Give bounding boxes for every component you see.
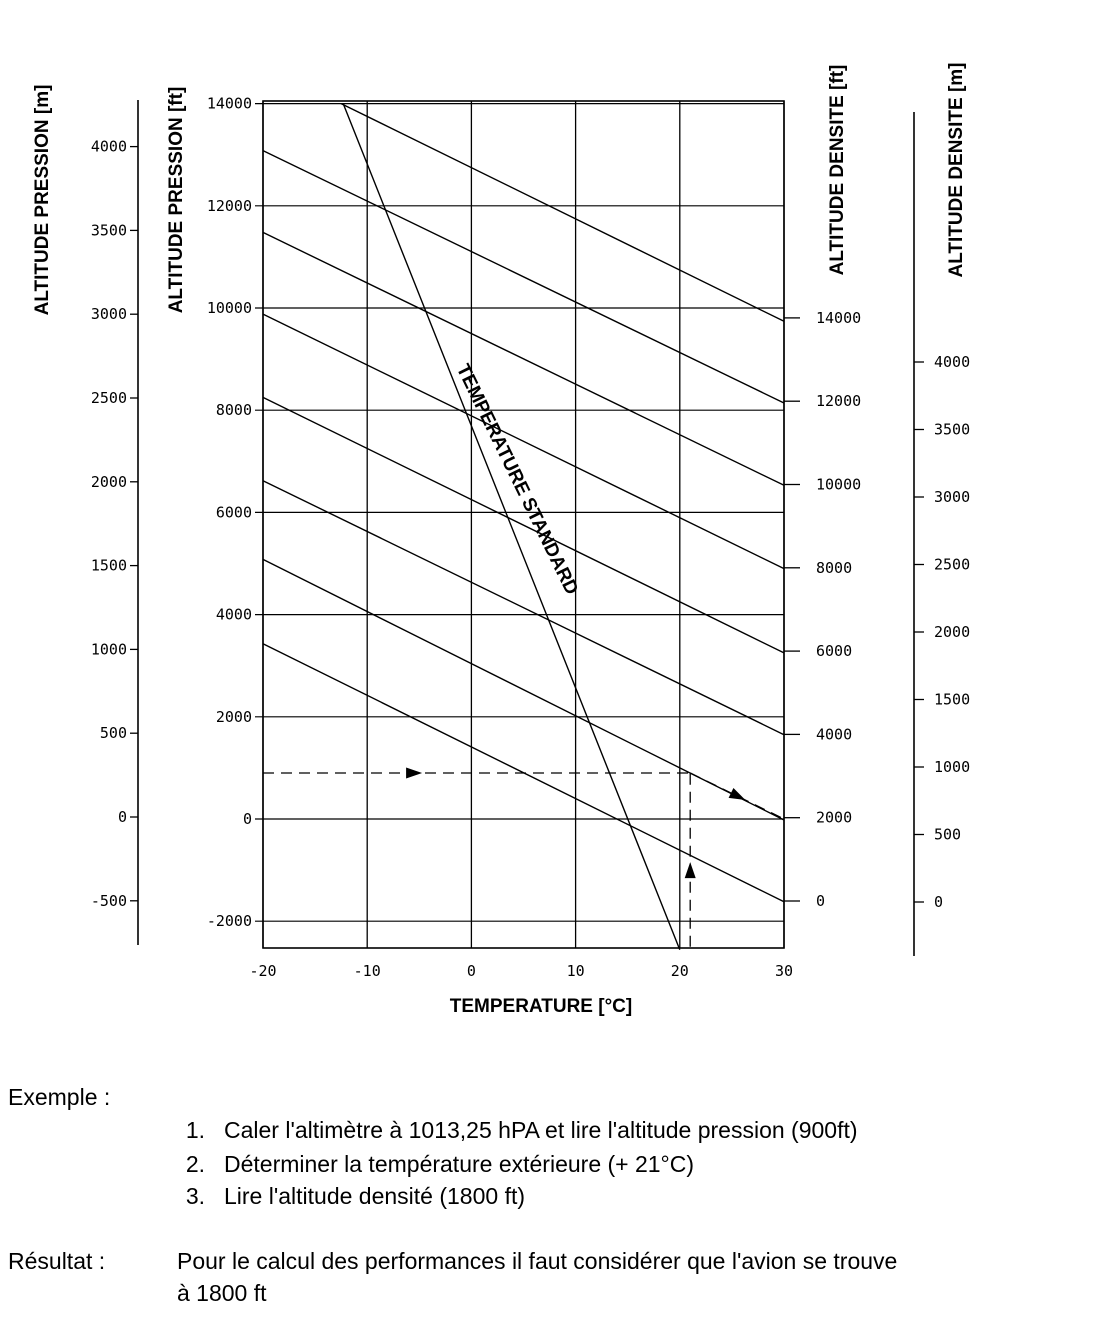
density-tick-label-ft: 0 bbox=[816, 892, 825, 910]
density-tick-label-ft: 6000 bbox=[816, 642, 852, 660]
y-tick-label-ft: 10000 bbox=[207, 299, 252, 317]
step-text: Lire l'altitude densité (1800 ft) bbox=[224, 1183, 526, 1209]
grid bbox=[255, 101, 785, 948]
example-path bbox=[263, 767, 785, 947]
density-tick-label-ft: 10000 bbox=[816, 476, 861, 494]
y-tick-label-ft: -2000 bbox=[207, 912, 252, 930]
step-number: 1. bbox=[185, 1117, 205, 1143]
density-altitude-line bbox=[340, 102, 785, 322]
x-axis-title: TEMPERATURE [°C] bbox=[450, 996, 632, 1017]
x-tick-label: 30 bbox=[775, 962, 793, 980]
density-tick-label-ft: 8000 bbox=[816, 559, 852, 577]
density-tick-label-m: 3500 bbox=[934, 421, 970, 439]
axes: -20 -10 0 10 20 30-20000200040006000800010000… bbox=[91, 95, 970, 980]
y-tick-label-m: -500 bbox=[91, 892, 127, 910]
density-altitude-line bbox=[262, 558, 785, 821]
y-tick-label-ft: 8000 bbox=[216, 401, 252, 419]
y-tick-label-m: 500 bbox=[100, 724, 127, 742]
temperature-standard-line bbox=[342, 103, 681, 951]
y-tick-label-ft: 12000 bbox=[207, 197, 252, 215]
density-altitude-line bbox=[262, 149, 785, 404]
density-tick-label-ft: 4000 bbox=[816, 725, 852, 743]
x-tick-label: -20 bbox=[249, 962, 276, 980]
notes-section: Exemple : 1. Caler l'altimètre à 1013,25… bbox=[0, 1040, 1116, 1328]
density-tick-label-m: 2000 bbox=[934, 623, 970, 641]
density-altitude-line bbox=[262, 313, 785, 570]
x-tick-label: 10 bbox=[567, 962, 585, 980]
density-altitude-chart: -20 -10 0 10 20 30 -2000 0 2000 4000 6000 8000 10000… bbox=[32, 63, 970, 1017]
y-tick-label-ft: 2000 bbox=[216, 708, 252, 726]
density-axis-title-m: ALTITUDE DENSITE [m] bbox=[946, 63, 967, 278]
chart-svg: -20 -10 0 10 20 30-20000200040006000800010000… bbox=[32, 63, 970, 1017]
density-tick-label-m: 3000 bbox=[934, 488, 970, 506]
y-tick-label-m: 1500 bbox=[91, 557, 127, 575]
density-tick-label-m: 1000 bbox=[934, 758, 970, 776]
density-tick-label-m: 0 bbox=[934, 893, 943, 911]
example-arrow bbox=[406, 767, 423, 779]
y-tick-label-m: 3000 bbox=[91, 305, 127, 323]
result-text-line1: Pour le calcul des performances il faut … bbox=[177, 1248, 898, 1274]
x-tick-label: 20 bbox=[671, 962, 689, 980]
density-tick-label-m: 2500 bbox=[934, 556, 970, 574]
y-tick-label-m: 4000 bbox=[91, 138, 127, 156]
example-arrow bbox=[684, 862, 696, 879]
density-tick-label-m: 1500 bbox=[934, 691, 970, 709]
density-altitude-line bbox=[262, 480, 785, 736]
density-tick-label-m: 4000 bbox=[934, 353, 970, 371]
density-tick-label-ft: 2000 bbox=[816, 809, 852, 827]
step-number: 2. bbox=[185, 1151, 205, 1177]
example-label: Exemple : bbox=[8, 1084, 111, 1110]
step-text: Caler l'altimètre à 1013,25 hPA et lire … bbox=[224, 1117, 858, 1143]
x-tick-label: -10 bbox=[354, 962, 381, 980]
density-altitude-line bbox=[262, 231, 785, 486]
result-label: Résultat : bbox=[8, 1248, 106, 1274]
density-altitude-line bbox=[262, 396, 785, 654]
result-text-line2: à 1800 ft bbox=[177, 1280, 267, 1306]
y-tick-label-m: 0 bbox=[118, 808, 127, 826]
y-tick-label-m: 1000 bbox=[91, 640, 127, 658]
y-tick-label-m: 2500 bbox=[91, 389, 127, 407]
example-arrow bbox=[728, 788, 746, 801]
density-tick-label-m: 500 bbox=[934, 826, 961, 844]
density-axis-title-ft: ALTITUDE DENSITE [ft] bbox=[827, 65, 848, 276]
y-tick-label-m: 2000 bbox=[91, 473, 127, 491]
x-tick-label: 0 bbox=[467, 962, 476, 980]
step-text: Déterminer la température extérieure (+ … bbox=[224, 1151, 695, 1177]
y-tick-label-ft: 6000 bbox=[216, 503, 252, 521]
y-tick-label-ft: 0 bbox=[243, 810, 252, 828]
plot-frame bbox=[262, 100, 785, 949]
y-tick-label-ft: 14000 bbox=[207, 95, 252, 113]
step-number: 3. bbox=[185, 1183, 205, 1209]
y-axis-title-ft: ALTITUDE PRESSION [ft] bbox=[166, 87, 187, 314]
y-tick-label-ft: 4000 bbox=[216, 606, 252, 624]
series-lines bbox=[262, 102, 785, 951]
y-tick-label-m: 3500 bbox=[91, 221, 127, 239]
y-axis-title-m: ALTITUDE PRESSION [m] bbox=[32, 85, 53, 316]
density-tick-label-ft: 12000 bbox=[816, 392, 861, 410]
density-tick-label-ft: 14000 bbox=[816, 309, 861, 327]
